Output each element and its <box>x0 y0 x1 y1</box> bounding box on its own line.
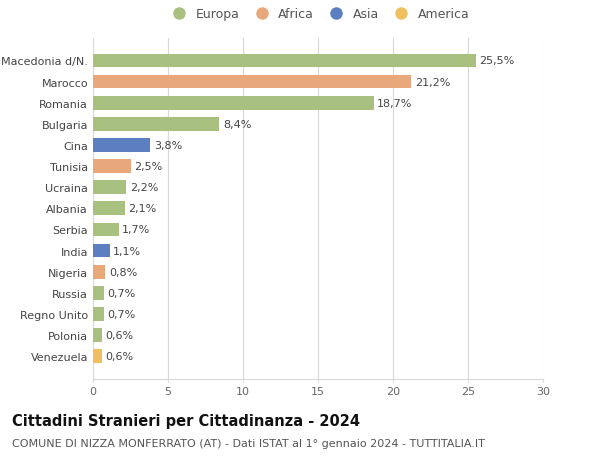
Bar <box>93 96 373 110</box>
Bar <box>93 139 150 152</box>
Text: 21,2%: 21,2% <box>415 78 450 87</box>
Text: 0,6%: 0,6% <box>106 352 134 361</box>
Bar <box>93 160 131 174</box>
Text: 0,7%: 0,7% <box>107 288 136 298</box>
Bar <box>93 55 476 68</box>
Bar <box>93 118 219 131</box>
Text: 1,1%: 1,1% <box>113 246 142 256</box>
Bar <box>93 286 104 300</box>
Text: 2,2%: 2,2% <box>130 183 158 193</box>
Text: 0,6%: 0,6% <box>106 330 134 340</box>
Text: 1,7%: 1,7% <box>122 225 151 235</box>
Text: 8,4%: 8,4% <box>223 119 251 129</box>
Text: 18,7%: 18,7% <box>377 99 413 108</box>
Text: 0,7%: 0,7% <box>107 309 136 319</box>
Bar <box>93 223 119 237</box>
Text: 25,5%: 25,5% <box>479 56 515 66</box>
Legend: Europa, Africa, Asia, America: Europa, Africa, Asia, America <box>161 3 475 26</box>
Bar <box>93 350 102 363</box>
Bar <box>93 329 102 342</box>
Bar <box>93 76 411 89</box>
Bar <box>93 181 126 195</box>
Text: COMUNE DI NIZZA MONFERRATO (AT) - Dati ISTAT al 1° gennaio 2024 - TUTTITALIA.IT: COMUNE DI NIZZA MONFERRATO (AT) - Dati I… <box>12 438 485 448</box>
Text: 0,8%: 0,8% <box>109 267 137 277</box>
Bar <box>93 265 105 279</box>
Bar <box>93 202 125 216</box>
Text: 3,8%: 3,8% <box>154 140 182 151</box>
Bar <box>93 244 110 258</box>
Text: Cittadini Stranieri per Cittadinanza - 2024: Cittadini Stranieri per Cittadinanza - 2… <box>12 413 360 428</box>
Text: 2,5%: 2,5% <box>134 162 163 172</box>
Text: 2,1%: 2,1% <box>128 204 157 214</box>
Bar <box>93 308 104 321</box>
